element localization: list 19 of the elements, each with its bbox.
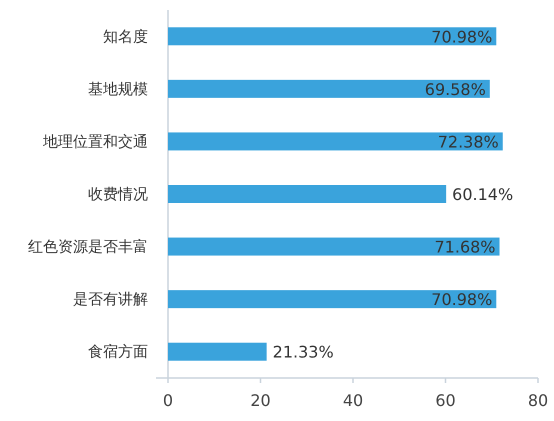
data-label: 60.14%	[452, 185, 514, 204]
y-tick-label: 食宿方面	[88, 342, 148, 361]
x-tick-label: 20	[250, 391, 271, 410]
data-label: 71.68%	[434, 238, 496, 257]
y-tick-label: 地理位置和交通	[42, 132, 148, 150]
data-label: 69.58%	[424, 80, 486, 99]
y-tick-label: 知名度	[103, 27, 148, 46]
x-tick-label: 0	[162, 391, 174, 410]
y-tick-label: 红色资源是否丰富	[28, 238, 148, 256]
x-tick-label: 80	[528, 391, 548, 410]
y-tick-label: 收费情况	[88, 185, 148, 203]
data-label: 70.98%	[431, 290, 492, 310]
data-label: 72.38%	[438, 132, 499, 152]
x-tick-label: 40	[342, 391, 364, 410]
x-tick-label: 60	[435, 391, 456, 410]
data-label: 21.33%	[272, 342, 334, 362]
y-tick-label: 是否有讲解	[73, 290, 148, 308]
y-tick-label: 基地规模	[88, 80, 148, 98]
data-label: 70.98%	[431, 27, 492, 46]
